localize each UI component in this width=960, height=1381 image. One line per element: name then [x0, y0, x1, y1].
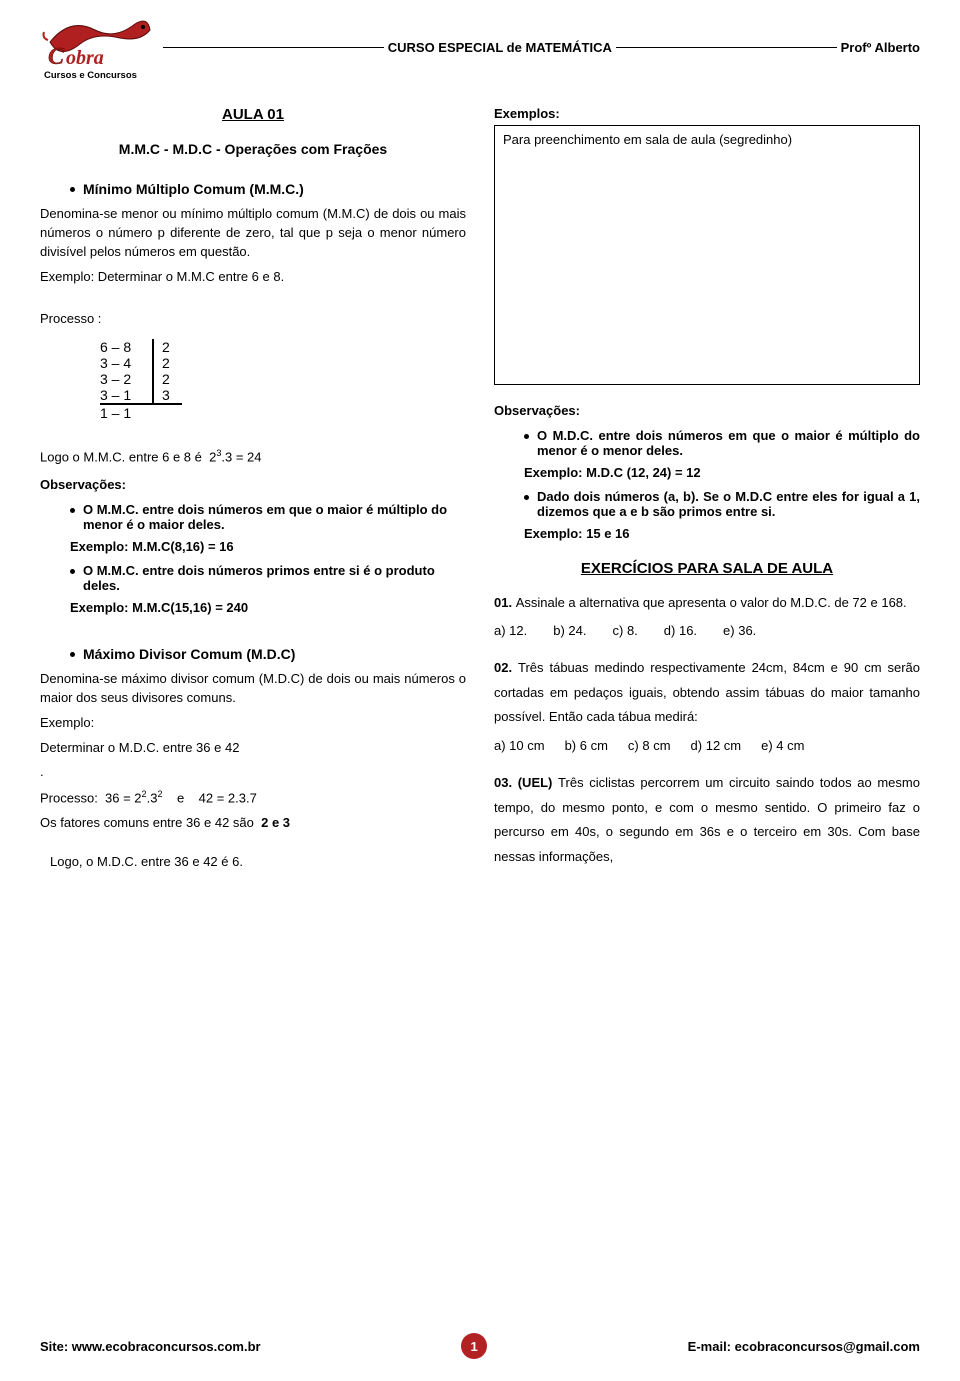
r-obs1-text: O M.D.C. entre dois números em que o mai…: [537, 428, 920, 458]
header-rule-right: [616, 47, 837, 48]
obs-label: Observações:: [40, 477, 466, 492]
obs2-bold: O M.M.C. entre dois números primos entre…: [83, 563, 435, 593]
proc-l: 3 – 4: [100, 355, 154, 371]
mdc-process: Processo: 36 = 22.32 e 42 = 2.3.7: [40, 788, 466, 808]
mdc-heading: Máximo Divisor Comum (M.D.C): [83, 646, 295, 662]
opt: b) 24.: [553, 619, 586, 644]
obs2-row: O M.M.C. entre dois números primos entre…: [40, 563, 466, 593]
proc-r: [154, 405, 182, 421]
obs2-text: O M.M.C. entre dois números primos entre…: [83, 563, 466, 593]
header-prof: Profº Alberto: [837, 40, 920, 55]
page-footer: Site: www.ecobraconcursos.com.br 1 E-mai…: [40, 1333, 920, 1359]
opt: a) 10 cm: [494, 734, 545, 759]
exemplos-label: Exemplos:: [494, 106, 920, 121]
page: C obra Cursos e Concursos CURSO ESPECIAL…: [0, 0, 960, 1381]
obs1-text: O M.M.C. entre dois números em que o mai…: [83, 502, 466, 532]
opt: a) 12.: [494, 619, 527, 644]
opt: c) 8 cm: [628, 734, 671, 759]
exercicios-heading: EXERCÍCIOS PARA SALA DE AULA: [494, 560, 920, 577]
bullet-icon: [70, 569, 75, 574]
header-rule-left: [163, 47, 384, 48]
header-course-title: CURSO ESPECIAL de MATEMÁTICA: [384, 40, 616, 55]
footer-email: E-mail: ecobraconcursos@gmail.com: [688, 1339, 920, 1354]
mdc-example-lead: Exemplo:: [40, 714, 466, 733]
svg-text:C: C: [48, 44, 65, 70]
cobra-logo-icon: C obra Cursos e Concursos: [40, 12, 155, 82]
mmc-definition: Denomina-se menor ou mínimo múltiplo com…: [40, 205, 466, 262]
mdc-determinar: Determinar o M.D.C. entre 36 e 42: [40, 739, 466, 758]
q2-options: a) 10 cm b) 6 cm c) 8 cm d) 12 cm e) 4 c…: [494, 734, 920, 759]
r-obs1-example: Exemplo: M.D.C (12, 24) = 12: [494, 464, 920, 483]
proc-r: 2: [154, 355, 182, 371]
r-obs2-example: Exemplo: 15 e 16: [494, 525, 920, 544]
mmc-example-lead: Exemplo: Determinar o M.M.C entre 6 e 8.: [40, 268, 466, 287]
r-obs2-text: Dado dois números (a, b). Se o M.D.C ent…: [537, 489, 920, 519]
mdc-dot: .: [40, 763, 466, 782]
mdc-logo: Logo, o M.D.C. entre 36 e 42 é 6.: [40, 853, 466, 872]
opt: d) 16.: [664, 619, 697, 644]
proc-r: 2: [154, 339, 182, 355]
opt: e) 4 cm: [761, 734, 804, 759]
logo: C obra Cursos e Concursos: [40, 12, 155, 82]
opt: e) 36.: [723, 619, 756, 644]
mdc-fatores: Os fatores comuns entre 36 e 42 são 2 e …: [40, 814, 466, 833]
obs2-example: Exemplo: M.M.C(15,16) = 240: [40, 599, 466, 618]
aula-title: AULA 01: [40, 106, 466, 123]
process-table: 6 – 82 3 – 42 3 – 22 3 – 13 1 – 1: [100, 339, 466, 421]
svg-text:obra: obra: [66, 47, 104, 69]
bullet-icon: [70, 508, 75, 513]
proc-l: 3 – 1: [100, 387, 154, 405]
exemplos-subtitle: Para preenchimento em sala de aula (segr…: [503, 132, 792, 147]
mmc-heading: Mínimo Múltiplo Comum (M.M.C.): [83, 181, 304, 197]
question-3: 03. (UEL) Três ciclistas percorrem um ci…: [494, 771, 920, 870]
bullet-icon: [524, 434, 529, 439]
obs1-row: O M.M.C. entre dois números em que o mai…: [40, 502, 466, 532]
content-columns: AULA 01 M.M.C - M.D.C - Operações com Fr…: [40, 106, 920, 882]
obs1-example: Exemplo: M.M.C(8,16) = 16: [40, 538, 466, 557]
q2-num: 02.: [494, 660, 518, 675]
page-header: C obra Cursos e Concursos CURSO ESPECIAL…: [40, 12, 920, 82]
lesson-subtitle: M.M.C - M.D.C - Operações com Frações: [40, 141, 466, 157]
footer-site: Site: www.ecobraconcursos.com.br: [40, 1339, 261, 1354]
q1-options: a) 12. b) 24. c) 8. d) 16. e) 36.: [494, 619, 920, 644]
column-right: Exemplos: Para preenchimento em sala de …: [494, 106, 920, 882]
q1-num: 01.: [494, 595, 516, 610]
opt: c) 8.: [613, 619, 638, 644]
q2-body: Três tábuas medindo respectivamente 24cm…: [494, 660, 920, 724]
q3-num: 03. (UEL): [494, 775, 558, 790]
q3-body: Três ciclistas percorrem um circuito sai…: [494, 775, 920, 864]
mdc-heading-row: Máximo Divisor Comum (M.D.C): [40, 646, 466, 662]
r-obs1-row: O M.D.C. entre dois números em que o mai…: [494, 428, 920, 458]
proc-l: 6 – 8: [100, 339, 154, 355]
obs1-bold: O M.M.C. entre dois números em que o mai…: [83, 502, 447, 532]
proc-r: 3: [154, 387, 182, 405]
opt: d) 12 cm: [691, 734, 742, 759]
proc-l: 3 – 2: [100, 371, 154, 387]
bullet-icon: [70, 187, 75, 192]
column-left: AULA 01 M.M.C - M.D.C - Operações com Fr…: [40, 106, 466, 882]
proc-r: 2: [154, 371, 182, 387]
processo-label: Processo :: [40, 310, 466, 329]
r-obs2-row: Dado dois números (a, b). Se o M.D.C ent…: [494, 489, 920, 519]
bullet-icon: [524, 495, 529, 500]
obs-label-right: Observações:: [494, 403, 920, 418]
page-number: 1: [471, 1339, 478, 1354]
opt: b) 6 cm: [565, 734, 608, 759]
bullet-icon: [70, 652, 75, 657]
exemplos-box: Para preenchimento em sala de aula (segr…: [494, 125, 920, 385]
question-1: 01. Assinale a alternativa que apresenta…: [494, 591, 920, 644]
svg-text:Cursos e Concursos: Cursos e Concursos: [44, 70, 137, 81]
header-title-row: CURSO ESPECIAL de MATEMÁTICA Profº Alber…: [163, 40, 920, 55]
mdc-definition: Denomina-se máximo divisor comum (M.D.C)…: [40, 670, 466, 708]
mmc-heading-row: Mínimo Múltiplo Comum (M.M.C.): [40, 181, 466, 197]
question-2: 02. Três tábuas medindo respectivamente …: [494, 656, 920, 759]
proc-l: 1 – 1: [100, 405, 154, 421]
q1-body: Assinale a alternativa que apresenta o v…: [516, 595, 907, 610]
mmc-result: Logo o M.M.C. entre 6 e 8 é 23.3 = 24: [40, 447, 466, 467]
page-number-badge: 1: [461, 1333, 487, 1359]
